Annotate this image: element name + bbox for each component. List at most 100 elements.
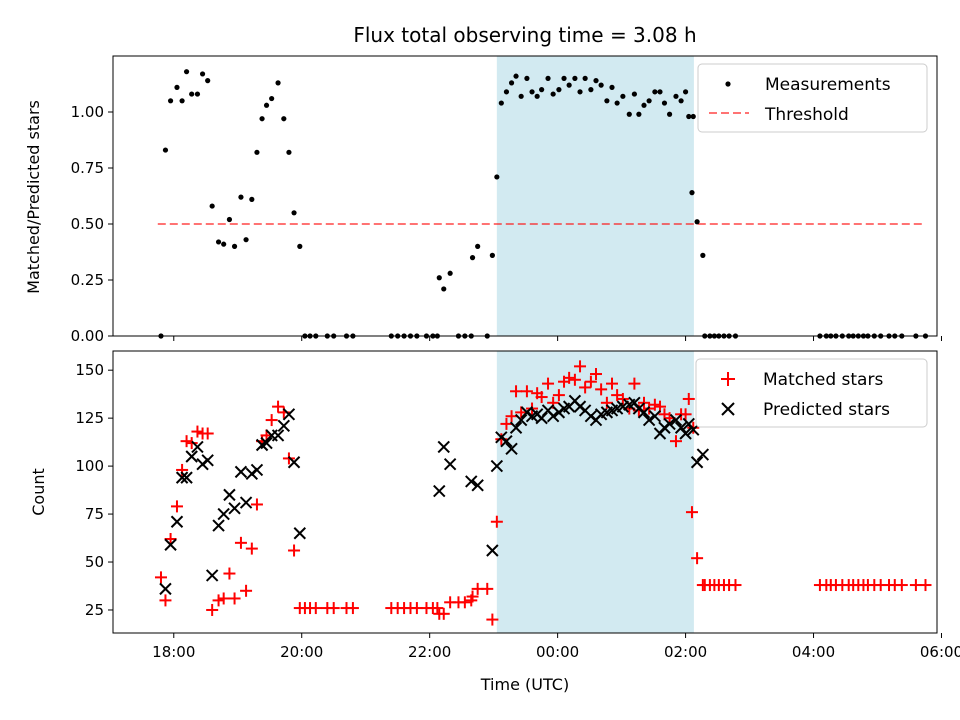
matched-star-point: [170, 500, 183, 513]
matched-star-point: [919, 579, 932, 592]
predicted-star-point: [509, 421, 523, 434]
measurement-point: [281, 116, 287, 122]
matched-star-point: [552, 389, 565, 402]
predicted-star-point: [175, 471, 189, 484]
matched-star-point: [590, 368, 603, 381]
measurement-point: [194, 91, 201, 97]
measurement-point: [199, 71, 206, 77]
predicted-star-point: [205, 569, 219, 582]
predicted-star-point: [437, 440, 450, 454]
top-y-tick-label: 0.25: [71, 271, 104, 289]
predicted-star-point: [514, 413, 528, 427]
bottom-y-tick-label: 150: [75, 361, 104, 379]
matched-star-point: [265, 414, 278, 427]
measurement-point: [254, 149, 260, 155]
measurement-point: [682, 89, 689, 95]
measurement-point: [183, 69, 190, 75]
matched-star-point: [437, 607, 450, 620]
top-panel: 0.00 0.25 0.50 0.75 1.00 Matched/Predicted s…: [24, 55, 942, 345]
measurement-point: [561, 75, 567, 81]
top-legend-box: [697, 63, 928, 133]
matched-star-point: [164, 533, 177, 545]
matched-star-point: [234, 536, 247, 549]
matched-star-point: [685, 506, 698, 519]
predicted-star-point: [159, 582, 172, 596]
matched-star-point: [542, 377, 555, 390]
matched-star-point: [250, 498, 263, 511]
measurement-point: [646, 98, 652, 104]
measurement-point: [694, 219, 700, 225]
measurement-point: [209, 203, 215, 209]
matched-star-point: [669, 435, 682, 448]
predicted-star-point: [679, 427, 692, 440]
measurement-point: [598, 82, 604, 88]
matched-star-point: [563, 371, 576, 384]
matched-star-point: [600, 396, 613, 409]
matched-star-point: [490, 515, 503, 528]
measurement-point: [291, 210, 297, 216]
x-tick-label: 20:00: [280, 643, 323, 661]
bottom-legend: Matched stars Predicted stars: [695, 358, 928, 428]
bottom-panel: 25 50 75 100 125 150 18:00 20:00 22:00 00:00 02:0…: [29, 350, 960, 694]
legend-measurements-marker: [725, 81, 731, 87]
predicted-star-point: [433, 484, 446, 498]
bottom-y-tick-label: 100: [75, 457, 104, 475]
predicted-star-point: [228, 502, 241, 515]
top-points: [158, 69, 929, 339]
measurement-point: [678, 98, 684, 104]
predicted-star-point: [217, 507, 230, 521]
bottom-y-axis-label: Count: [29, 468, 48, 516]
measurement-point: [263, 102, 270, 108]
measurement-point: [641, 102, 647, 108]
measurement-point: [231, 243, 238, 249]
top-axes-frame: [112, 55, 938, 337]
measurement-point: [259, 116, 265, 122]
measurement-point: [508, 80, 515, 86]
measurement-point: [545, 75, 551, 81]
measurement-point: [666, 111, 673, 117]
x-tick-label: 18:00: [152, 643, 195, 661]
matched-star-point: [568, 373, 581, 386]
bottom-y-tick-label: 75: [85, 505, 104, 523]
matched-star-point: [185, 437, 198, 450]
measurement-point: [529, 89, 535, 95]
predicted-star-point: [690, 456, 704, 469]
matched-star-point: [201, 427, 214, 440]
predicted-star-point: [185, 450, 198, 463]
predicted-star-point: [490, 459, 504, 473]
measurement-point: [593, 78, 599, 84]
predicted-star-point: [696, 448, 710, 461]
bottom-y-tick-label: 125: [75, 409, 104, 427]
matched-star-point: [579, 381, 592, 394]
matched-star-point: [206, 603, 219, 616]
top-legend: Measurements Threshold: [697, 63, 928, 133]
predicted-star-point: [277, 419, 291, 433]
measurement-point: [609, 84, 615, 90]
matched-star-point: [648, 398, 661, 411]
matched-star-point: [240, 584, 253, 597]
legend-matched-marker: [721, 372, 735, 386]
predicted-star-point: [191, 440, 204, 454]
measurement-point: [661, 100, 668, 106]
predicted-star-point: [546, 410, 560, 423]
measurement-point: [447, 270, 453, 276]
measurement-point: [189, 91, 195, 97]
predicted-star-point: [271, 429, 285, 442]
top-y-axis-label: Matched/Predicted stars: [24, 100, 43, 294]
measurement-point: [205, 78, 211, 84]
predicted-star-point: [637, 406, 651, 419]
matched-star-point: [895, 579, 908, 592]
legend-predicted-marker: [721, 402, 735, 416]
matched-star-point: [691, 552, 704, 565]
measurement-point: [534, 93, 540, 99]
measurement-point: [572, 75, 578, 81]
chart-title: Flux total observing time = 3.08 h: [353, 23, 696, 47]
measurement-point: [275, 80, 281, 86]
predicted-star-point: [471, 479, 484, 492]
measurement-point: [689, 190, 695, 196]
measurement-point: [556, 87, 562, 93]
measurement-point: [631, 91, 637, 97]
measurement-point: [167, 98, 174, 104]
matched-star-point: [535, 391, 548, 404]
